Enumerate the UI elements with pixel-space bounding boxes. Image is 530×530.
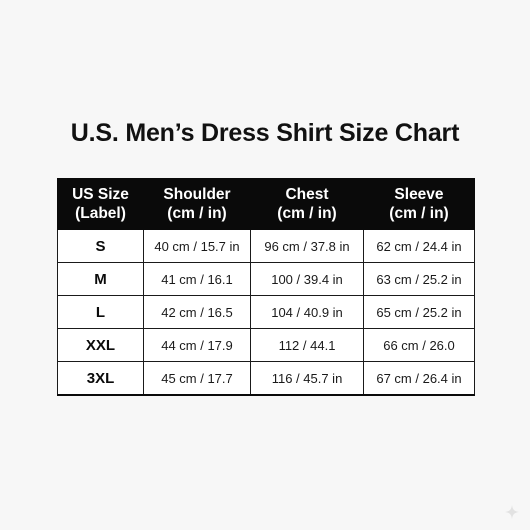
header-line: Chest [285,186,329,203]
table-row: L 42 cm / 16.5 104 / 40.9 in 65 cm / 25.… [57,295,475,329]
header-line: (cm / in) [389,205,449,222]
chest-cell: 104 / 40.9 in [250,295,364,329]
sparkle-icon [505,505,519,519]
chest-cell: 100 / 39.4 in [250,262,364,296]
header-line: US Size [72,186,129,203]
table-row: XXL 44 cm / 17.9 112 / 44.1 66 cm / 26.0 [57,328,475,362]
header-sleeve: Sleeve (cm / in) [363,178,475,230]
shoulder-cell: 45 cm / 17.7 [143,361,251,396]
header-line: Shoulder [163,186,231,203]
header-chest: Chest (cm / in) [250,178,364,230]
shoulder-cell: 44 cm / 17.9 [143,328,251,362]
table-header-row: US Size (Label) Shoulder (cm / in) Chest… [57,178,475,230]
shoulder-cell: 41 cm / 16.1 [143,262,251,296]
size-label-cell: L [57,295,144,329]
sleeve-cell: 66 cm / 26.0 [363,328,475,362]
chest-cell: 96 cm / 37.8 in [250,229,364,263]
shoulder-cell: 42 cm / 16.5 [143,295,251,329]
header-line: Sleeve [394,186,444,203]
table-row: 3XL 45 cm / 17.7 116 / 45.7 in 67 cm / 2… [57,361,475,396]
chest-cell: 116 / 45.7 in [250,361,364,396]
sleeve-cell: 67 cm / 26.4 in [363,361,475,396]
header-line: (cm / in) [277,205,337,222]
shoulder-cell: 40 cm / 15.7 in [143,229,251,263]
header-us-size: US Size (Label) [57,178,144,230]
size-label-cell: S [57,229,144,263]
size-chart-table: US Size (Label) Shoulder (cm / in) Chest… [57,178,475,396]
size-label-cell: XXL [57,328,144,362]
table-row: S 40 cm / 15.7 in 96 cm / 37.8 in 62 cm … [57,229,475,263]
page-title: U.S. Men’s Dress Shirt Size Chart [70,119,460,147]
header-line: (Label) [75,205,126,222]
size-label-cell: M [57,262,144,296]
header-shoulder: Shoulder (cm / in) [143,178,251,230]
header-line: (cm / in) [167,205,227,222]
sleeve-cell: 63 cm / 25.2 in [363,262,475,296]
sleeve-cell: 65 cm / 25.2 in [363,295,475,329]
sleeve-cell: 62 cm / 24.4 in [363,229,475,263]
chest-cell: 112 / 44.1 [250,328,364,362]
table-row: M 41 cm / 16.1 100 / 39.4 in 63 cm / 25.… [57,262,475,296]
size-label-cell: 3XL [57,361,144,396]
